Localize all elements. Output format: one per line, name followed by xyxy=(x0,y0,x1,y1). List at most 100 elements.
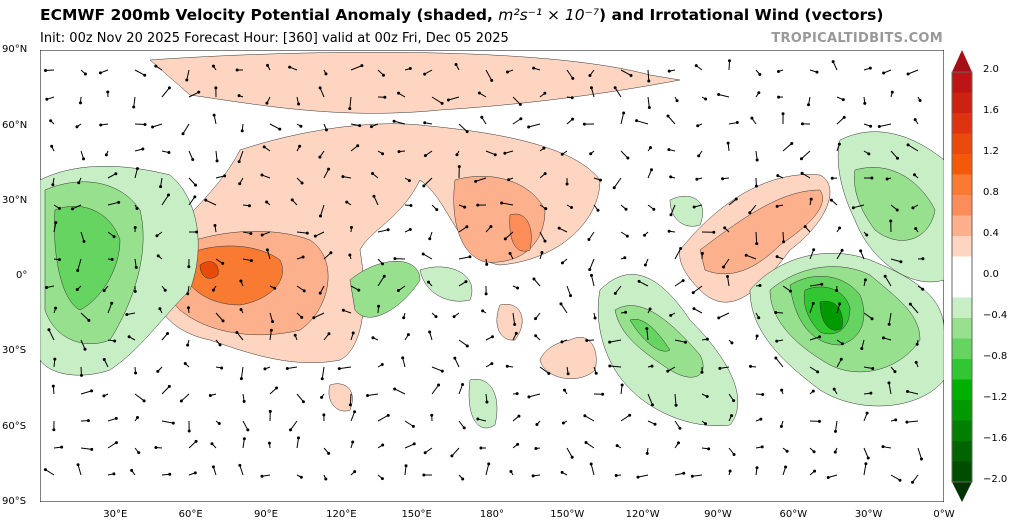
wind-vector-head xyxy=(678,426,682,430)
wind-vector-head xyxy=(889,219,893,223)
wind-vector-head xyxy=(870,317,874,321)
wind-vector-head xyxy=(383,95,387,99)
wind-vector-head xyxy=(865,233,869,237)
wind-vector-head xyxy=(913,118,917,122)
wind-vector-head xyxy=(559,302,563,306)
wind-vector-head xyxy=(652,207,656,211)
wind-vector xyxy=(161,420,174,424)
brand-watermark[interactable]: TROPICALTIDBITS.COM xyxy=(771,31,943,46)
wind-vector-head xyxy=(914,227,918,231)
wind-vector-head xyxy=(104,153,108,157)
wind-vector xyxy=(775,357,784,368)
wind-vector-head xyxy=(278,127,282,131)
wind-vector-head xyxy=(587,237,591,241)
wind-vector-head xyxy=(312,316,316,320)
wind-vector xyxy=(718,94,730,98)
wind-vector-head xyxy=(274,386,278,390)
wind-vector-head xyxy=(329,251,333,255)
wind-vector xyxy=(718,312,730,319)
wind-vector-head xyxy=(186,306,190,310)
wind-vector xyxy=(890,474,901,481)
init-info: Init: 00z Nov 20 2025 Forecast Hour: [36… xyxy=(40,31,509,46)
wind-vector xyxy=(107,303,113,314)
wind-vector-head xyxy=(813,469,817,473)
colorbar-band xyxy=(952,359,972,380)
wind-vector xyxy=(566,447,573,458)
wind-vector-head xyxy=(348,107,352,111)
wind-vector-head xyxy=(99,123,103,127)
wind-vector-head xyxy=(547,372,551,376)
lat-label: 90°N xyxy=(2,44,28,55)
wind-vector xyxy=(242,420,249,431)
wind-vector-head xyxy=(540,251,544,255)
wind-vector-head xyxy=(247,204,251,208)
wind-vector-head xyxy=(918,98,922,102)
wind-vector xyxy=(161,194,169,206)
wind-vector-head xyxy=(869,124,873,128)
wind-vector-head xyxy=(461,477,465,481)
wind-vector-head xyxy=(167,151,171,155)
wind-vector-head xyxy=(341,175,345,179)
wind-vector xyxy=(801,172,811,179)
wind-vector-head xyxy=(70,207,74,211)
wind-vector-head xyxy=(54,306,58,310)
wind-vector xyxy=(912,474,919,483)
wind-vector-head xyxy=(450,454,454,458)
wind-vector-head xyxy=(235,68,239,72)
wind-vector-head xyxy=(826,475,830,479)
wind-vector xyxy=(828,474,838,478)
wind-vector-head xyxy=(211,465,215,469)
colorbar-band xyxy=(952,92,972,114)
wind-vector-head xyxy=(117,200,121,204)
wind-vector-head xyxy=(240,129,244,133)
wind-vector xyxy=(133,96,136,108)
wind-vector-head xyxy=(919,457,923,461)
wind-vector-head xyxy=(461,382,465,386)
wind-vector-head xyxy=(755,466,759,470)
wind-vector xyxy=(674,248,682,260)
wind-vector-head xyxy=(761,392,765,396)
wind-vector-head xyxy=(299,475,303,479)
wind-vector xyxy=(80,390,92,395)
wind-vector-head xyxy=(320,395,324,399)
wind-vector-head xyxy=(134,265,138,269)
wind-vector-head xyxy=(697,154,701,158)
wind-vector-head xyxy=(649,146,653,150)
wind-vector-head xyxy=(588,73,592,77)
wind-vector-head xyxy=(266,63,270,67)
wind-vector-head xyxy=(273,286,277,290)
wind-vector-head xyxy=(571,76,575,80)
wind-vector xyxy=(909,303,919,314)
wind-vector xyxy=(638,280,649,287)
wind-vector xyxy=(801,150,811,160)
wind-vector-head xyxy=(337,367,341,371)
wind-vector xyxy=(834,420,838,432)
wind-vector xyxy=(134,123,146,126)
wind-vector xyxy=(723,258,730,268)
wind-vector xyxy=(458,256,471,260)
wind-vector-head xyxy=(187,429,191,433)
lon-label: 120°E xyxy=(326,509,357,520)
wind-vector xyxy=(539,231,546,242)
wind-vector-head xyxy=(215,159,219,163)
wind-vector xyxy=(350,411,356,422)
wind-vector xyxy=(620,414,630,422)
wind-vector xyxy=(809,366,818,373)
wind-vector xyxy=(528,123,541,128)
colorbar-tick-label: −2.0 xyxy=(983,474,1008,485)
wind-vector-head xyxy=(465,130,469,134)
wind-vector-head xyxy=(681,279,685,283)
wind-vector-head xyxy=(143,123,147,127)
wind-vector xyxy=(590,87,595,98)
wind-vector-head xyxy=(221,261,225,265)
wind-vector-head xyxy=(911,206,915,210)
wind-vector xyxy=(512,96,521,105)
colorbar-band xyxy=(952,133,972,155)
wind-vector-head xyxy=(411,424,415,428)
wind-vector xyxy=(512,118,522,125)
wind-vector-head xyxy=(464,280,468,284)
colorbar-band xyxy=(952,441,972,462)
wind-vector-head xyxy=(535,423,539,427)
wind-vector-head xyxy=(811,389,815,393)
wind-vector-head xyxy=(812,450,816,454)
